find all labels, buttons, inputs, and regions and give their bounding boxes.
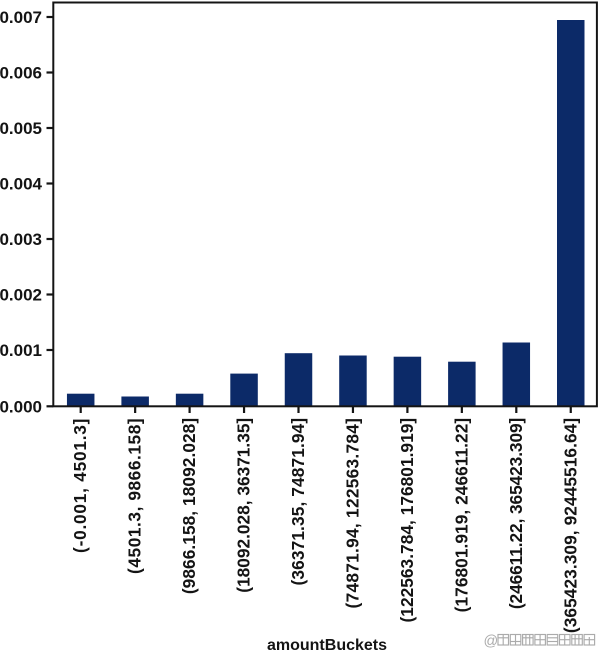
svg-text:(18092.028, 36371.35]: (18092.028, 36371.35] [234, 418, 254, 593]
svg-text:(36371.35, 74871.94]: (36371.35, 74871.94] [288, 418, 308, 586]
svg-text:amountBuckets: amountBuckets [267, 637, 387, 651]
svg-text:0.003: 0.003 [0, 230, 42, 249]
svg-text:0.006: 0.006 [0, 64, 42, 83]
svg-text:(9866.158, 18092.028]: (9866.158, 18092.028] [179, 418, 199, 594]
svg-text:0.005: 0.005 [0, 119, 42, 138]
svg-text:0.004: 0.004 [0, 175, 43, 194]
svg-text:(365423.309, 92445516.64]: (365423.309, 92445516.64] [560, 418, 580, 633]
svg-text:0.000: 0.000 [0, 398, 42, 417]
svg-text:0.001: 0.001 [0, 341, 42, 360]
svg-text:0.007: 0.007 [0, 8, 42, 27]
svg-text:(122563.784, 176801.919]: (122563.784, 176801.919] [397, 418, 417, 623]
svg-text:(246611.22, 365423.309]: (246611.22, 365423.309] [506, 418, 526, 609]
svg-text:0.002: 0.002 [0, 286, 42, 305]
svg-text:(-0.001, 4501.3]: (-0.001, 4501.3] [70, 418, 90, 553]
svg-text:(74871.94, 122563.784]: (74871.94, 122563.784] [342, 418, 362, 609]
svg-text:@: @ [484, 634, 499, 650]
svg-text:(4501.3, 9866.158]: (4501.3, 9866.158] [125, 418, 145, 574]
svg-text:(176801.919, 246611.22]: (176801.919, 246611.22] [451, 418, 471, 613]
